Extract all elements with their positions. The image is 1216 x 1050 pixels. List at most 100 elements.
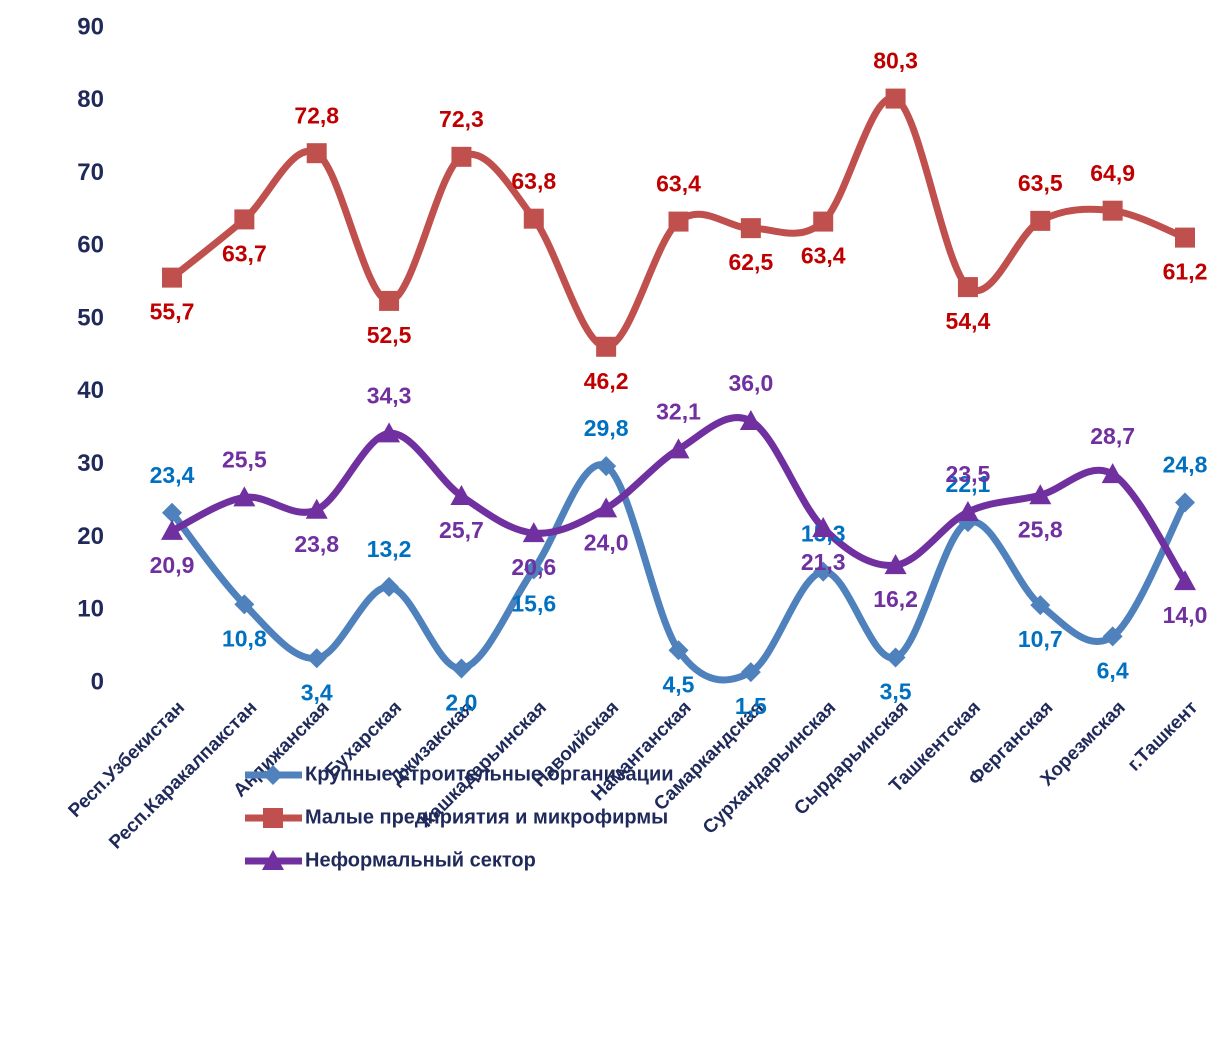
y-tick-label: 70 [77,159,104,186]
value-label: 15,6 [511,591,556,617]
data-point [813,561,834,582]
series-line [169,94,1187,351]
data-point [234,209,255,230]
value-label: 24,0 [584,529,629,555]
value-label: 16,2 [873,586,918,612]
value-label: 10,7 [1018,626,1063,652]
data-point [1102,626,1123,647]
value-label: 20,9 [150,552,195,578]
data-point [162,502,182,523]
legend-marker [263,808,283,828]
x-tick-label: Сурхандарьинская [699,697,840,838]
value-label: 36,0 [728,370,773,396]
data-point [668,211,689,232]
value-label: 63,5 [1018,170,1063,196]
data-point [885,88,906,109]
data-point [233,486,256,507]
data-point [378,422,401,443]
value-label: 4,5 [663,671,695,697]
value-label: 3,4 [301,679,333,705]
legend-label: Неформальный сектор [305,849,536,871]
value-label: 72,8 [294,102,339,128]
data-point [813,211,834,232]
data-point [523,559,544,580]
value-label: 1,5 [735,693,767,719]
value-label: 22,1 [946,471,991,497]
y-tick-label: 80 [77,86,104,113]
value-label: 63,4 [801,243,846,269]
y-tick-label: 30 [77,450,104,477]
x-tick-label: Респ.Каракалпакстан [105,697,261,853]
data-point [162,267,182,288]
data-point [1175,227,1195,248]
data-point [1101,463,1124,484]
data-point [812,516,835,537]
value-label: 63,4 [656,171,701,197]
data-point [1102,200,1123,221]
value-label: 23,4 [150,462,195,488]
y-tick-label: 50 [77,304,104,331]
value-label: 46,2 [584,368,629,394]
value-label: 6,4 [1097,658,1129,684]
data-point [595,497,618,518]
data-point [884,554,907,575]
data-point [596,336,617,357]
x-tick-label: г.Ташкент [1124,697,1202,775]
value-label: 20,6 [511,554,556,580]
value-label: 80,3 [873,48,918,74]
value-label: 62,5 [728,249,773,275]
value-label: 13,2 [367,536,412,562]
legend-label: Крупные строительные организации [305,763,674,785]
data-point [379,290,400,311]
value-label: 55,7 [150,299,195,325]
data-point [740,662,761,683]
data-point [1029,484,1052,505]
legend-marker [262,850,284,870]
y-tick-label: 10 [77,596,104,623]
data-point [957,277,978,298]
value-label: 64,9 [1090,160,1135,186]
value-label: 25,5 [222,446,267,472]
value-label: 32,1 [656,398,701,424]
data-point [668,640,689,661]
data-point [956,500,979,521]
data-point [451,146,472,167]
value-label: 61,2 [1163,259,1208,285]
value-label: 14,0 [1163,602,1208,628]
y-tick-label: 20 [77,523,104,550]
data-point [161,519,183,540]
value-label: 23,5 [946,461,991,487]
data-point [1175,492,1195,513]
legend-label: Малые предприятия и микрофирмы [305,806,668,828]
value-label: 25,8 [1018,516,1063,542]
value-label: 21,3 [801,549,846,575]
value-label: 63,8 [511,168,556,194]
value-label: 72,3 [439,106,484,132]
value-label: 34,3 [367,382,412,408]
value-label: 25,7 [439,517,484,543]
data-point [667,438,690,459]
data-point [596,456,617,477]
data-point [379,576,400,597]
data-point [306,648,327,669]
data-point [1030,595,1051,616]
y-tick-label: 90 [77,13,104,40]
value-label: 23,8 [294,531,339,557]
value-label: 10,8 [222,625,267,651]
value-label: 24,8 [1163,452,1208,478]
value-label: 54,4 [946,308,991,334]
data-point [523,208,544,229]
data-point [1174,570,1196,591]
value-label: 63,7 [222,240,267,266]
value-label: 29,8 [584,415,629,441]
data-point [451,658,472,679]
data-point [522,522,545,543]
data-point [739,410,762,430]
y-tick-label: 0 [91,668,104,695]
value-label: 28,7 [1090,423,1135,449]
y-tick-label: 60 [77,232,104,259]
data-point [885,647,906,668]
data-point [1030,210,1051,231]
value-label: 3,5 [880,679,912,705]
legend-marker [263,765,283,785]
